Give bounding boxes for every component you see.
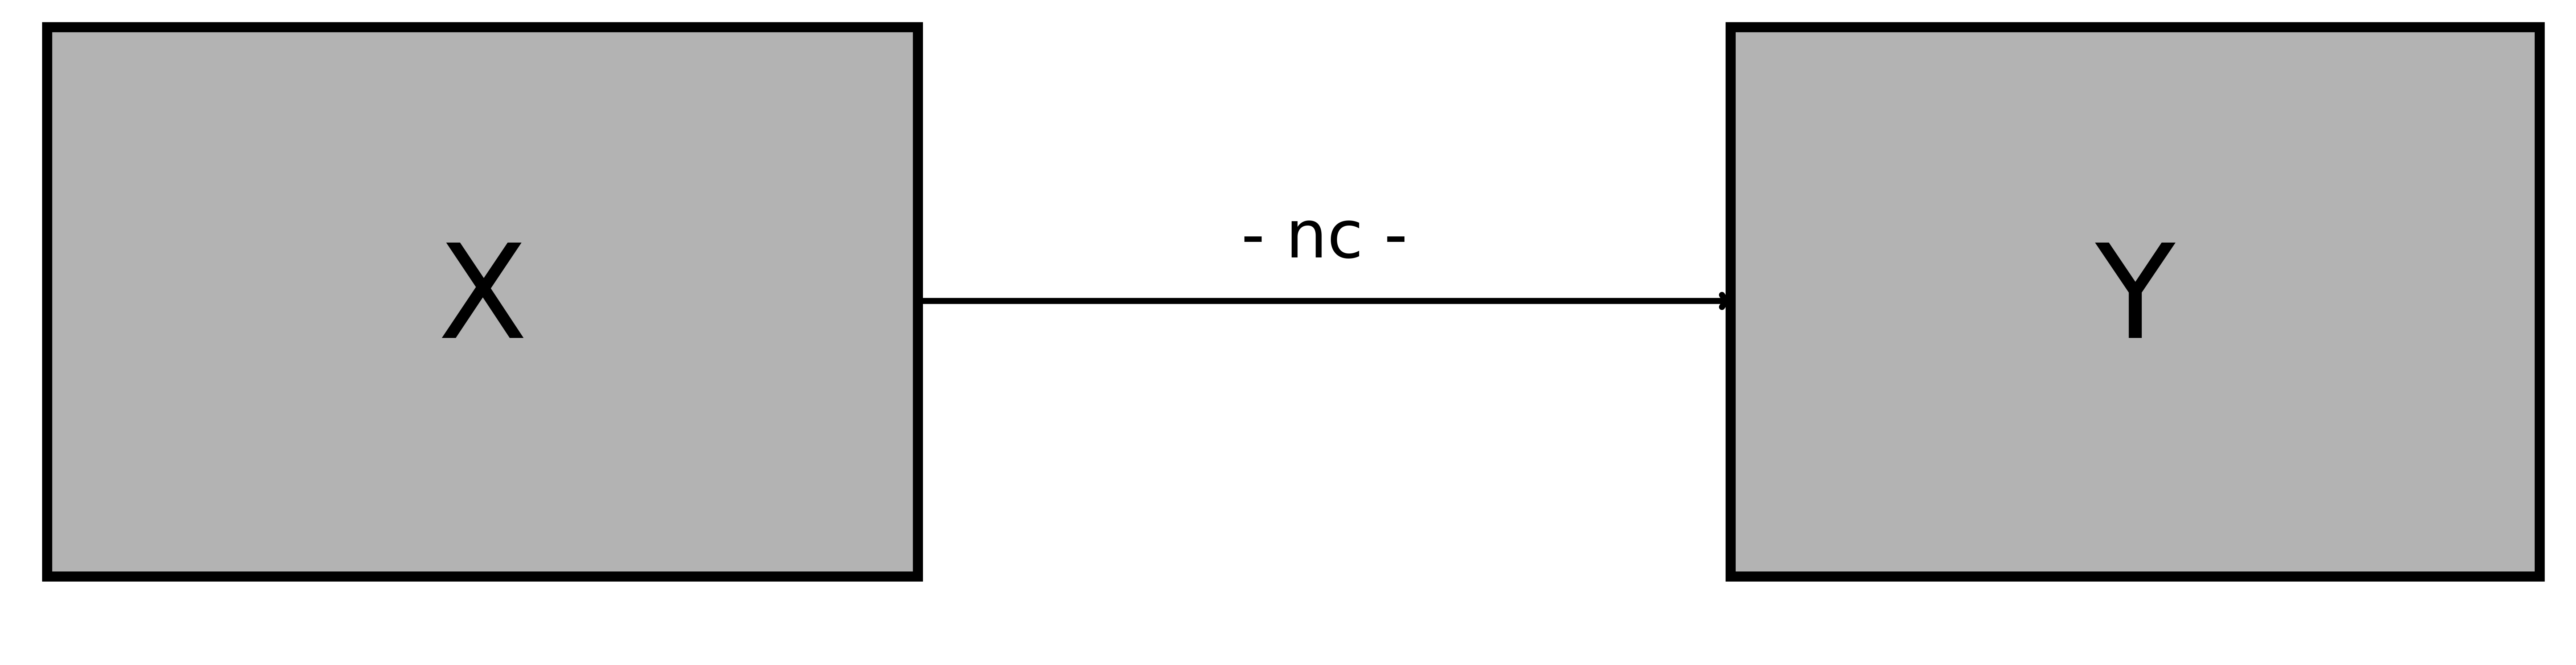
- Text: X: X: [438, 239, 528, 365]
- Text: Y: Y: [2094, 239, 2174, 365]
- Text: - nc -: - nc -: [1242, 207, 1406, 271]
- Bar: [46, 27, 917, 577]
- Bar: [1731, 27, 2540, 577]
